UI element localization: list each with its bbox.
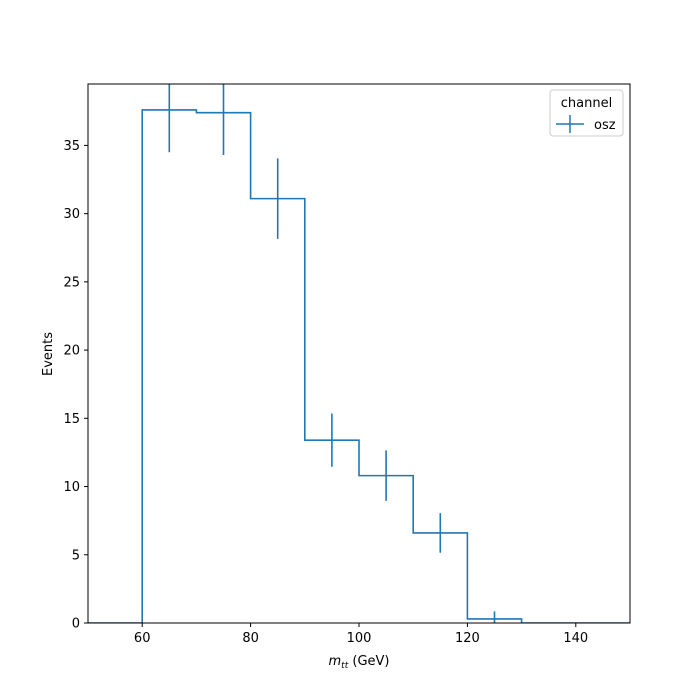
plot-frame <box>87 83 631 624</box>
plot-area <box>87 83 631 624</box>
x-tick-label: 80 <box>242 631 259 646</box>
y-axis-label: Events <box>41 332 56 376</box>
y-tick-label: 5 <box>72 548 80 563</box>
x-tick-label: 120 <box>455 631 480 646</box>
x-axis-label: mtt (GeV) <box>329 654 390 671</box>
x-tick-label: 60 <box>134 631 151 646</box>
legend-entry-label: osz <box>594 118 616 133</box>
y-tick-label: 10 <box>63 480 80 495</box>
y-tick-label: 25 <box>63 275 80 290</box>
y-tick-label: 20 <box>63 344 80 359</box>
x-tick-label: 100 <box>347 631 372 646</box>
y-tick-label: 15 <box>63 412 80 427</box>
legend: channel osz <box>549 89 624 137</box>
histogram-step-line <box>88 109 630 623</box>
x-axis: 60 80 100 120 140 <box>134 623 588 646</box>
legend-title: channel <box>561 96 612 111</box>
y-tick-label: 30 <box>63 207 80 222</box>
y-tick-label: 35 <box>63 139 80 154</box>
x-tick-label: 140 <box>563 631 588 646</box>
y-tick-label: 0 <box>72 617 80 632</box>
y-axis: 0 5 10 15 20 25 30 35 <box>63 139 88 632</box>
